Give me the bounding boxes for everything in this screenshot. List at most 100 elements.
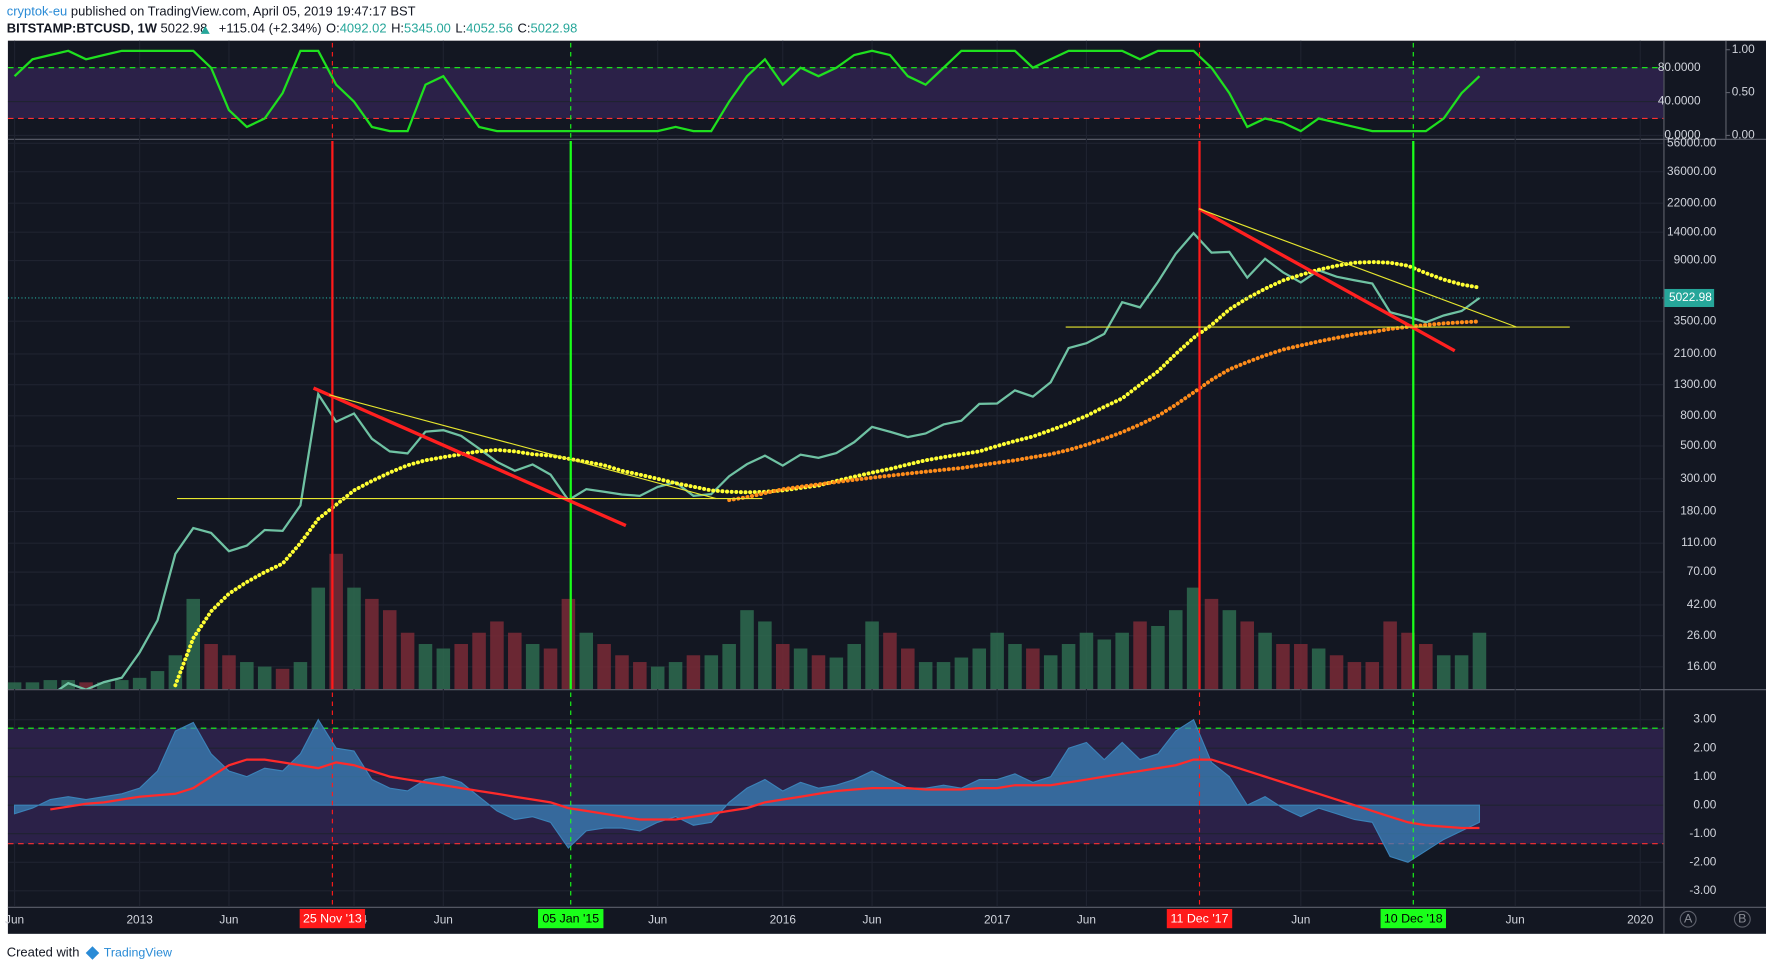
volume-bar <box>1276 644 1290 690</box>
volume-bar <box>365 598 379 690</box>
y-tick-label: 14000.00 <box>1667 224 1717 238</box>
button[interactable]: A <box>1684 911 1693 925</box>
volume-bar <box>865 621 879 690</box>
volume-bar <box>1329 655 1344 690</box>
marker-label: 10 Dec '18 <box>1384 911 1443 925</box>
volume-bar <box>418 644 433 690</box>
volume-bar <box>650 666 665 690</box>
volume-bar <box>25 682 40 690</box>
volume-bar <box>829 657 844 690</box>
volume-bar <box>901 648 915 690</box>
pane <box>7 49 1664 136</box>
volume-bar <box>472 632 486 690</box>
volume-bar <box>240 662 254 690</box>
volume-bar <box>204 644 218 690</box>
volume-bar <box>1258 632 1272 690</box>
volume-bar <box>918 662 933 690</box>
line <box>727 319 1482 503</box>
x-tick-label: Jun <box>863 912 882 926</box>
volume-bar <box>722 644 736 690</box>
volume-bar <box>597 644 611 690</box>
button-outline[interactable] <box>1733 910 1751 928</box>
y2-tick-label: 0.50 <box>1732 85 1755 99</box>
ohlc-key: L: <box>455 21 466 36</box>
y-tick-label: 26.00 <box>1687 628 1717 642</box>
footer-created: Created with <box>7 944 80 959</box>
volume-bar <box>1026 648 1040 690</box>
trendline <box>329 394 717 500</box>
volume-bar <box>1204 598 1219 690</box>
volume-bar <box>615 655 629 690</box>
y-tick-label: 16.00 <box>1687 659 1717 673</box>
volume-bar <box>1347 662 1362 690</box>
up-triangle <box>200 26 210 34</box>
author[interactable]: cryptok-eu <box>7 4 67 19</box>
y-tick-label: 800.00 <box>1680 408 1717 422</box>
volume-bar <box>115 680 129 690</box>
y-tick-label: 1300.00 <box>1674 377 1717 391</box>
trendlines <box>177 207 1570 528</box>
last-price-box <box>1664 288 1715 308</box>
marker-box <box>1380 909 1446 929</box>
volume-bar <box>1294 644 1308 690</box>
y-tick-label: -1.00 <box>1689 826 1716 840</box>
volume-bar <box>490 621 504 690</box>
y2-tick-label: 0.00 <box>1732 128 1755 142</box>
pane <box>7 718 1664 892</box>
volume-bar <box>1133 621 1147 690</box>
x-tick-label: Jun <box>1506 912 1525 926</box>
y-tick-label: 22000.00 <box>1667 195 1717 209</box>
y-tick-label: 0.00 <box>1693 797 1716 811</box>
x-tick-label: 2020 <box>1627 912 1654 926</box>
volume-bar <box>1454 655 1469 690</box>
volume-bar <box>936 662 951 690</box>
line <box>173 260 1482 688</box>
change: +115.04 (+2.34%) <box>219 21 322 36</box>
volume-bar <box>1401 632 1415 690</box>
y-tick-label: 110.00 <box>1681 535 1717 549</box>
trendline <box>312 386 627 528</box>
stats: +115.04 (+2.34%) O:4092.02 H:5345.00 L:4052… <box>219 21 578 36</box>
ohlc-key: C: <box>518 21 531 36</box>
volume-bar <box>436 648 451 690</box>
volume-bar <box>793 648 808 690</box>
volume-bar <box>132 677 147 690</box>
volume-bar <box>257 666 272 690</box>
volume-bar <box>561 598 576 690</box>
volume-bar <box>186 598 201 690</box>
volume-bar <box>1097 639 1112 690</box>
area <box>13 718 1481 863</box>
volume-bar <box>633 662 647 690</box>
volume-bar <box>7 682 22 690</box>
ohlc-key: O: <box>326 21 340 36</box>
volume-bar <box>883 632 897 690</box>
button[interactable]: B <box>1738 911 1746 925</box>
marker-label: 25 Nov '13 <box>303 911 362 925</box>
volume-bar <box>293 662 308 690</box>
button-outline[interactable] <box>1679 910 1697 928</box>
symbol: BITSTAMP:BTCUSD, 1W <box>7 21 158 36</box>
volume-bar <box>454 644 468 690</box>
ohlc-key: H: <box>391 21 404 36</box>
footer-brand[interactable]: TradingView <box>104 945 172 959</box>
volume-bar <box>1008 644 1022 690</box>
volume-bar <box>758 621 772 690</box>
x-tick-label: Jun <box>434 912 453 926</box>
marker-label: 11 Dec '17 <box>1171 911 1229 925</box>
marker-box <box>538 909 604 929</box>
marker-box <box>1166 909 1233 929</box>
volume-bar <box>1311 648 1326 690</box>
volume-bar <box>1419 644 1433 690</box>
y-tick-label: 3.00 <box>1693 712 1716 726</box>
volume-bar <box>43 680 58 690</box>
published: published on TradingView.com, April 05, … <box>71 4 416 19</box>
volume-bar <box>525 644 540 690</box>
y-tick-label: 9000.00 <box>1674 253 1717 267</box>
y-tick-label: 80.0000 <box>1658 60 1701 74</box>
y-tick-label: -2.00 <box>1689 854 1716 868</box>
y-tick-label: 2100.00 <box>1674 346 1717 360</box>
volume-bar <box>1383 621 1397 690</box>
y-tick-label: 42.00 <box>1687 597 1717 611</box>
ohlc-value: 4092.02 <box>340 21 387 36</box>
volume-bar <box>222 655 236 690</box>
